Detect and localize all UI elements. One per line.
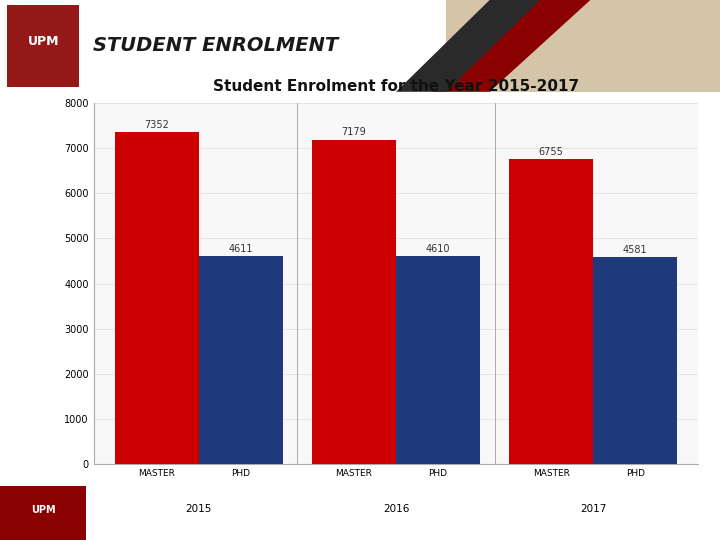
Text: 2017: 2017 [580, 504, 606, 514]
Text: 7179: 7179 [341, 127, 366, 138]
Bar [0, 486, 86, 540]
Text: 4610: 4610 [426, 244, 450, 254]
Polygon shape [432, 0, 590, 92]
Polygon shape [396, 0, 540, 92]
Text: 2016: 2016 [383, 504, 409, 514]
Text: 6755: 6755 [539, 147, 564, 157]
Bar [312, 140, 396, 464]
Text: UNIVERSITI PUTRA MALAYSIA: UNIVERSITI PUTRA MALAYSIA [171, 503, 333, 512]
Bar [114, 132, 199, 464]
Title: Student Enrolment for the Year 2015-2017: Student Enrolment for the Year 2015-2017 [213, 79, 579, 94]
Bar [0, 0, 468, 92]
Text: 4611: 4611 [229, 244, 253, 254]
Bar [446, 0, 720, 92]
Text: 7352: 7352 [144, 120, 169, 130]
Bar [7, 5, 79, 87]
Bar [509, 159, 593, 464]
Bar [199, 256, 283, 464]
Text: 2015: 2015 [186, 504, 212, 514]
Text: STUDENT ENROLMENT: STUDENT ENROLMENT [94, 36, 338, 56]
Bar [593, 257, 678, 464]
Text: UPM: UPM [31, 505, 55, 515]
Text: AGRICULTURE • INNOVATION • LIFE: AGRICULTURE • INNOVATION • LIFE [191, 523, 313, 530]
Bar [396, 256, 480, 464]
Text: UPM: UPM [27, 35, 59, 48]
Text: 4581: 4581 [623, 245, 647, 255]
